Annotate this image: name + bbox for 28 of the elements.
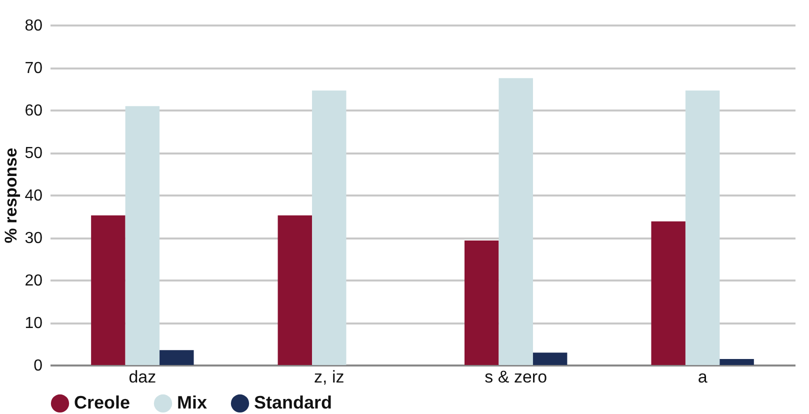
y-tick-label: 60 [24,102,43,120]
bar [278,215,312,365]
y-axis-title: % response [2,148,21,244]
y-tick-label: 30 [24,230,43,247]
y-tick-label: 70 [24,60,43,77]
x-tick-label: a [698,368,708,386]
bar [312,90,346,365]
legend-label: Mix [177,392,208,412]
y-tick-label: 0 [34,358,43,374]
bar [125,106,160,365]
bar [160,350,194,365]
x-tick-label: z, iz [314,368,344,386]
bar [532,352,568,365]
bar [464,240,499,365]
x-tick-label: s & zero [484,368,548,386]
x-tick-label: daz [128,368,156,386]
legend-label: Standard [254,392,332,412]
bar [720,359,754,365]
bar [498,78,533,365]
legend-label: Creole [74,392,130,412]
bar [685,90,720,365]
y-tick-label: 40 [24,188,43,204]
bar [91,215,126,365]
y-tick-label: 10 [24,315,43,332]
y-tick-label: 80 [24,18,43,34]
y-tick-label: 20 [24,272,43,290]
y-tick-label: 50 [24,145,43,162]
bar [651,221,686,365]
